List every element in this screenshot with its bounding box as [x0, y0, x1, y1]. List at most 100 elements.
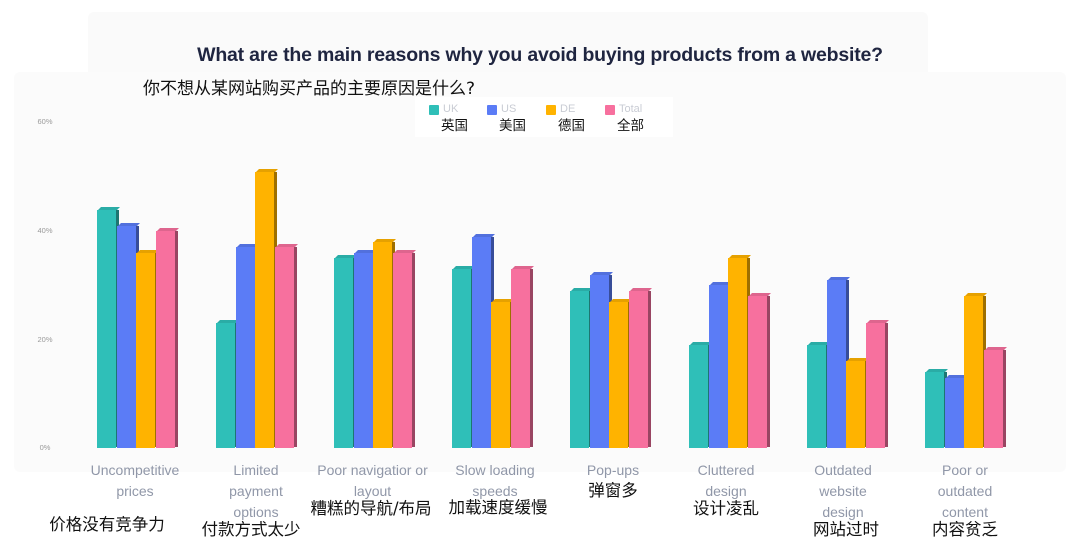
- x-label-poor-navigation: Poor navigatior or layout: [317, 462, 428, 499]
- bar-uk[interactable]: [925, 369, 948, 448]
- bar-total[interactable]: [865, 320, 889, 448]
- bar-front-face: [807, 345, 826, 448]
- bar-top-face: [748, 293, 771, 297]
- legend-label-uk-chinese: 英国: [441, 118, 468, 134]
- legend-swatch-uk-icon: [429, 105, 439, 115]
- bar-total[interactable]: [155, 228, 179, 448]
- bar-total[interactable]: [628, 287, 652, 448]
- x-label-pop-ups-chinese: 弹窗多: [588, 481, 638, 500]
- bar-us[interactable]: [589, 271, 613, 448]
- bar-total[interactable]: [274, 244, 298, 448]
- bar-front-face: [97, 209, 116, 448]
- bar-front-face: [216, 323, 235, 448]
- bar-top-face: [965, 293, 987, 297]
- x-label-limited-payment: Limited payment options: [229, 462, 283, 520]
- bar-us[interactable]: [944, 374, 968, 448]
- bar-uk[interactable]: [216, 320, 239, 448]
- bar-front-face: [589, 274, 609, 448]
- x-label-slow-loading: Slow loading speeds: [455, 462, 535, 499]
- bar-front-face: [747, 296, 767, 448]
- bar-de[interactable]: [964, 293, 987, 448]
- bar-uk[interactable]: [452, 266, 475, 448]
- bar-top-face: [393, 249, 416, 253]
- x-label-outdated-website-chinese: 网站过时: [813, 520, 879, 539]
- bar-front-face: [570, 290, 589, 448]
- bar-top-face: [827, 276, 850, 280]
- bar-front-face: [116, 225, 136, 448]
- bar-total[interactable]: [392, 249, 416, 448]
- bar-de[interactable]: [728, 255, 751, 448]
- bar-us[interactable]: [708, 282, 732, 448]
- bar-total[interactable]: [747, 293, 771, 448]
- x-label-cluttered-design: Cluttered design: [697, 462, 755, 499]
- bar-front-face: [155, 231, 175, 448]
- legend: UK 英国 US 美国 DE 德国 Total 全部: [415, 97, 673, 137]
- bar-uk[interactable]: [570, 287, 593, 448]
- bar-side-face: [411, 252, 415, 447]
- bar-side-face: [1002, 350, 1006, 447]
- bar-side-face: [174, 231, 178, 447]
- bar-de[interactable]: [491, 298, 514, 448]
- bar-uk[interactable]: [97, 206, 120, 448]
- bar-top-face: [374, 239, 396, 243]
- bar-side-face: [529, 269, 533, 447]
- bar-front-face: [255, 171, 274, 448]
- bar-front-face: [136, 252, 155, 448]
- legend-label-us: US: [501, 103, 517, 115]
- bar-side-face: [884, 323, 888, 447]
- bar-total[interactable]: [983, 347, 1007, 448]
- bar-top-face: [472, 233, 495, 237]
- bar-front-face: [471, 236, 491, 448]
- chart-title: What are the main reasons why you avoid …: [197, 44, 883, 66]
- bar-top-face: [729, 255, 751, 259]
- bar-de[interactable]: [846, 358, 869, 448]
- legend-swatch-us-icon: [487, 105, 497, 115]
- x-label-outdated-website: Outdated website design: [814, 462, 872, 520]
- bar-top-face: [98, 206, 120, 210]
- legend-swatch-total-icon: [605, 105, 615, 115]
- legend-swatch-de-icon: [546, 105, 556, 115]
- legend-label-total-chinese: 全部: [617, 118, 644, 134]
- bar-front-face: [925, 372, 944, 448]
- x-label-poor-navigation-chinese: 糟糕的导航/布局: [310, 499, 432, 518]
- bar-front-face: [274, 247, 294, 448]
- bar-us[interactable]: [116, 222, 140, 448]
- bar-total[interactable]: [510, 266, 534, 448]
- bar-front-face: [491, 301, 510, 448]
- bar-top-face: [156, 228, 179, 232]
- bar-front-face: [235, 247, 255, 448]
- bar-front-face: [609, 301, 628, 448]
- bar-uk[interactable]: [807, 342, 830, 448]
- bar-top-face: [629, 287, 652, 291]
- bar-front-face: [334, 258, 353, 448]
- x-label-cluttered-design-chinese: 设计凌乱: [693, 499, 759, 518]
- bar-de[interactable]: [136, 249, 159, 448]
- bar-uk[interactable]: [334, 255, 357, 448]
- bar-us[interactable]: [353, 249, 377, 448]
- bar-de[interactable]: [255, 168, 278, 448]
- y-tick-0: 0%: [39, 443, 51, 452]
- bar-us[interactable]: [235, 244, 259, 448]
- x-label-uncompetitive-prices-chinese: 价格没有竞争力: [49, 515, 165, 534]
- bar-top-face: [117, 222, 140, 226]
- chart-panel-background: [14, 72, 1066, 472]
- bar-top-face: [984, 347, 1007, 351]
- legend-label-de: DE: [560, 103, 576, 115]
- bar-us[interactable]: [826, 276, 850, 448]
- bar-front-face: [392, 252, 412, 448]
- bar-front-face: [846, 361, 865, 448]
- bar-us[interactable]: [471, 233, 495, 448]
- bar-top-face: [256, 168, 278, 172]
- legend-label-total: Total: [619, 103, 643, 115]
- bar-front-face: [353, 252, 373, 448]
- y-tick-40: 40%: [37, 226, 53, 235]
- bar-de[interactable]: [609, 298, 632, 448]
- bar-de[interactable]: [373, 239, 396, 448]
- bar-front-face: [865, 323, 885, 448]
- bar-front-face: [983, 350, 1003, 448]
- bar-front-face: [964, 296, 983, 448]
- x-label-slow-loading-chinese: 加载速度缓慢: [448, 498, 548, 517]
- bar-uk[interactable]: [689, 342, 712, 448]
- bar-side-face: [766, 296, 770, 447]
- bar-front-face: [689, 345, 708, 448]
